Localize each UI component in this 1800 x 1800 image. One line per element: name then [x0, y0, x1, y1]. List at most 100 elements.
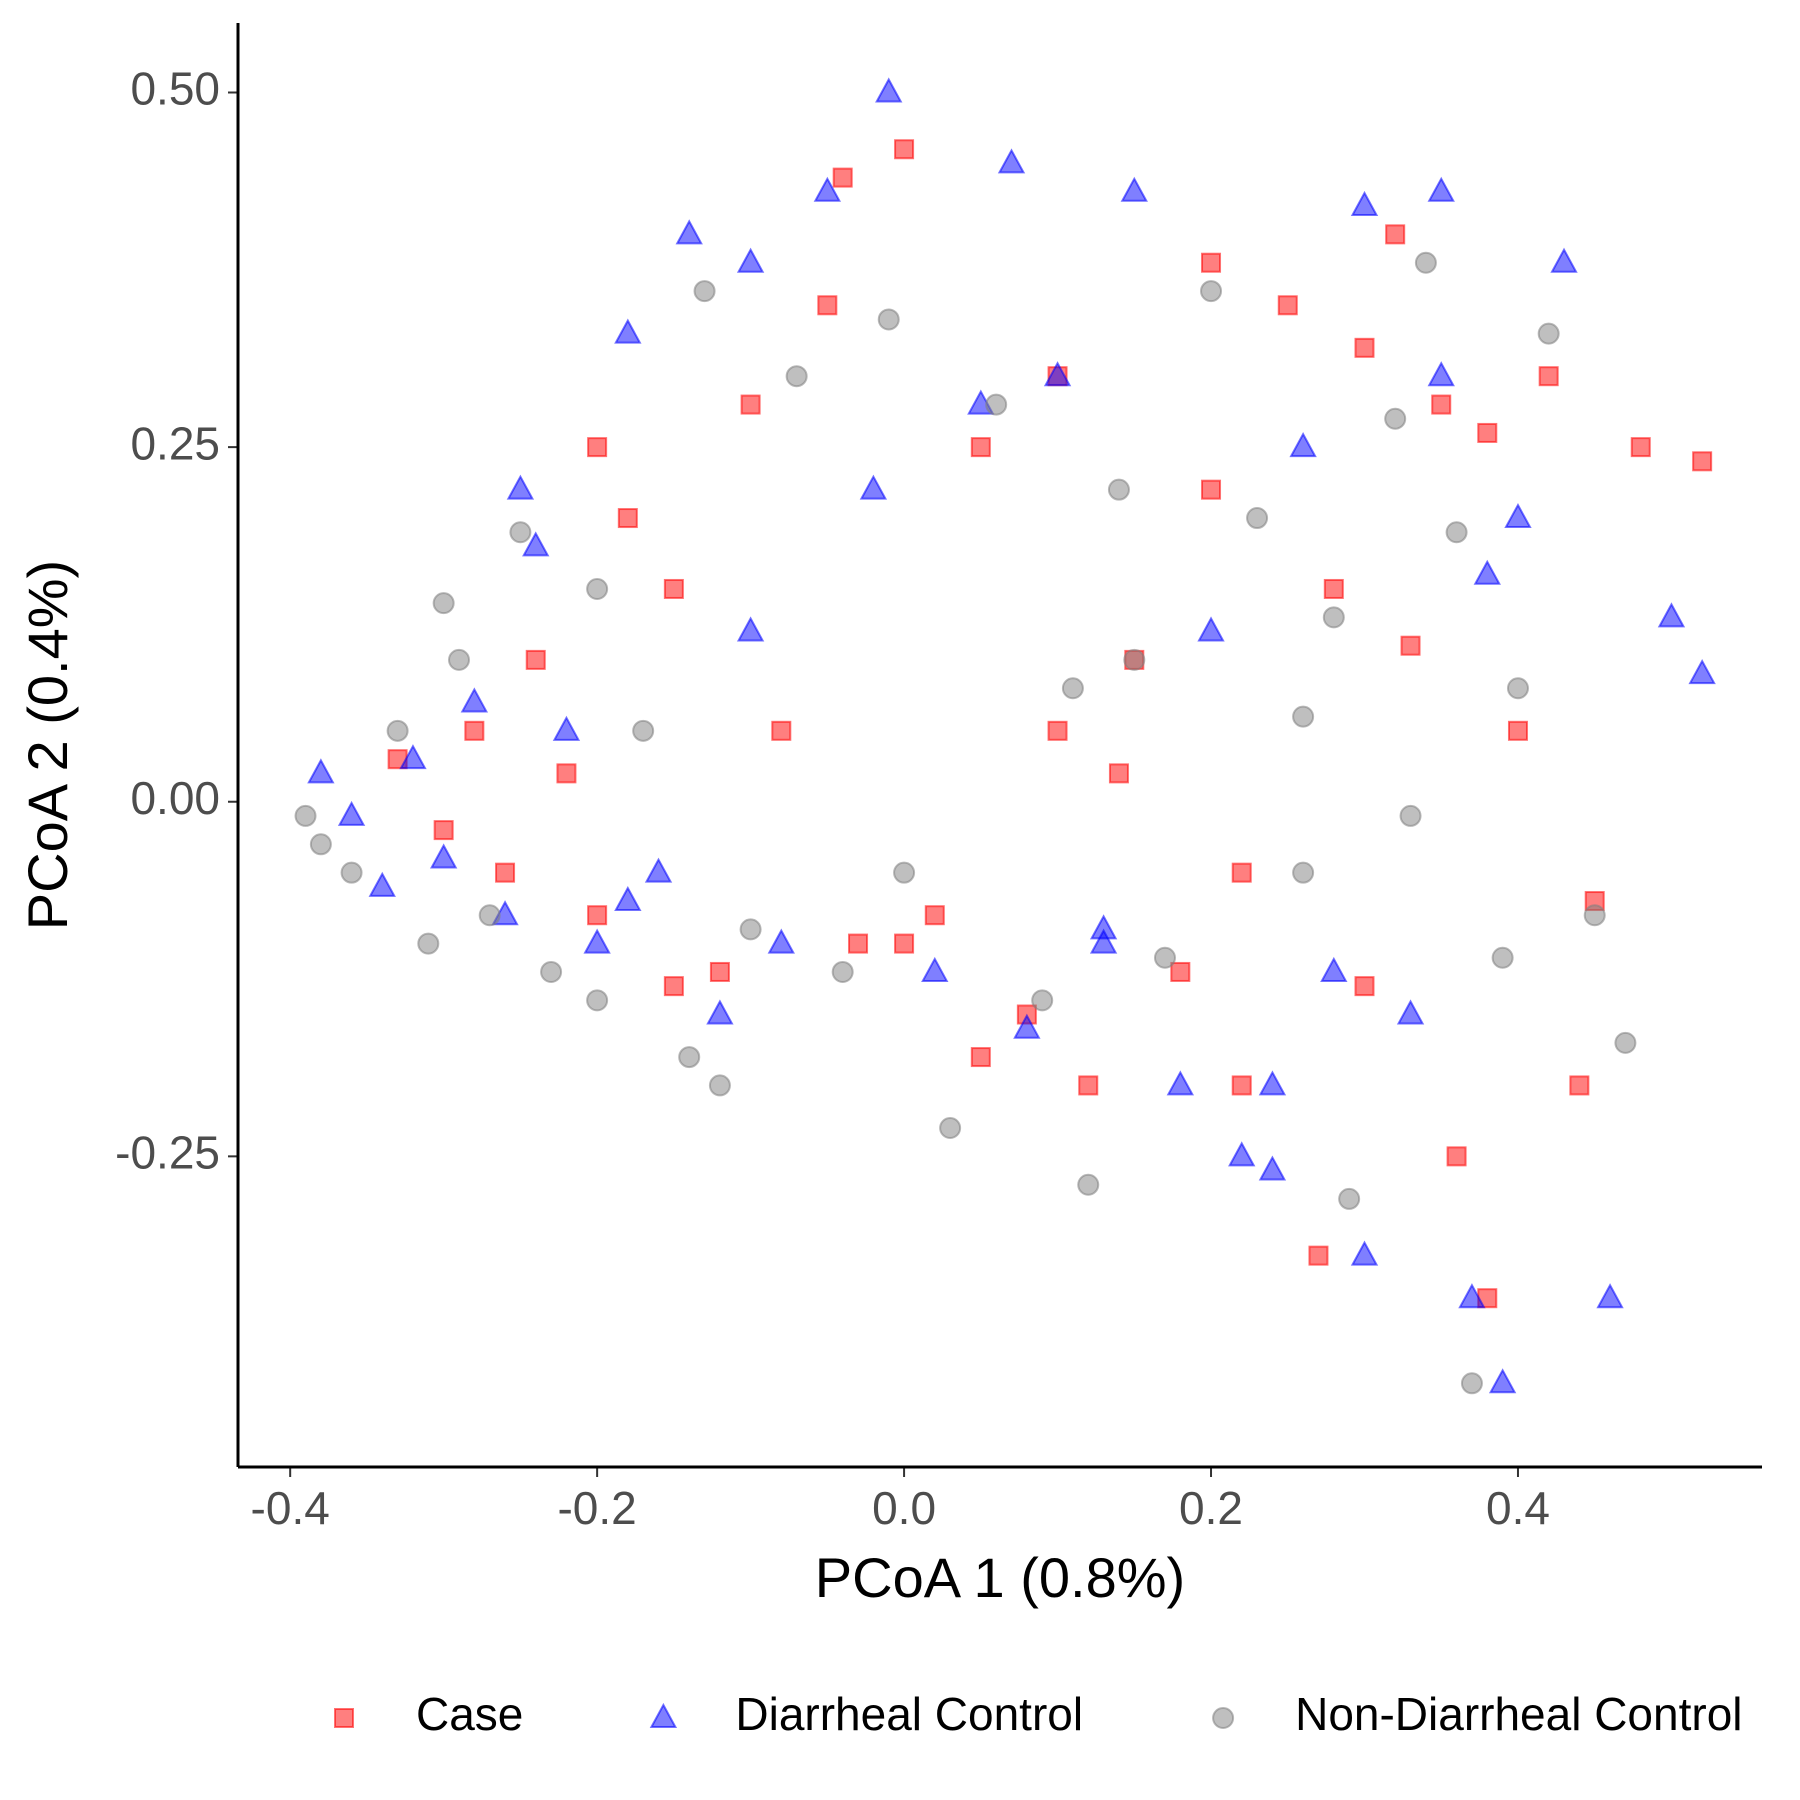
point	[614, 885, 642, 912]
point	[1477, 422, 1498, 443]
point	[1414, 251, 1437, 274]
point	[1396, 999, 1425, 1025]
point	[832, 167, 853, 188]
point	[1537, 322, 1560, 345]
point	[1322, 606, 1345, 629]
point	[1292, 705, 1315, 728]
point	[417, 932, 440, 955]
x-tick-label: -0.4	[251, 1482, 330, 1534]
point	[644, 857, 673, 883]
point	[1630, 437, 1651, 458]
point	[1089, 914, 1118, 940]
point	[693, 280, 716, 303]
legend-symbol	[334, 1708, 354, 1728]
point	[552, 715, 581, 741]
point	[1488, 1368, 1517, 1394]
point	[675, 219, 703, 245]
point	[1427, 361, 1455, 387]
point	[525, 649, 546, 670]
point	[1107, 478, 1130, 501]
point	[309, 833, 332, 856]
point	[1077, 1173, 1100, 1196]
point	[831, 960, 854, 983]
point	[495, 862, 516, 883]
legend-symbol	[649, 1702, 678, 1728]
point	[1031, 989, 1054, 1012]
point	[1043, 361, 1072, 387]
legend-symbol	[1212, 1707, 1235, 1729]
x-tick-label: 0.0	[872, 1482, 936, 1534]
point	[1692, 451, 1713, 472]
y-axis-title: PCoA 2 (0.4%)	[16, 560, 79, 930]
legend-label: Diarrheal Control	[735, 1688, 1083, 1740]
point	[1231, 1075, 1252, 1096]
point	[509, 521, 532, 544]
point	[464, 720, 485, 741]
legend-label: Case	[416, 1688, 523, 1740]
x-tick-label: 0.4	[1486, 1482, 1550, 1534]
point	[706, 999, 734, 1025]
point	[663, 976, 684, 997]
point	[460, 687, 489, 713]
point	[1061, 677, 1084, 700]
point	[1277, 295, 1298, 316]
point	[433, 820, 454, 841]
point	[1320, 956, 1348, 982]
point	[739, 918, 762, 941]
point	[1108, 763, 1129, 784]
point	[893, 861, 916, 884]
point	[1289, 432, 1317, 458]
point	[556, 763, 577, 784]
point	[894, 139, 915, 160]
point	[506, 474, 535, 500]
point	[1491, 946, 1514, 969]
point	[1350, 190, 1379, 216]
point	[785, 365, 808, 388]
point	[1385, 224, 1406, 245]
point	[678, 1046, 701, 1069]
point	[583, 928, 611, 954]
point	[1323, 578, 1344, 599]
point	[1201, 252, 1222, 273]
point	[1399, 804, 1422, 827]
point	[877, 308, 900, 331]
point	[1596, 1283, 1624, 1309]
point	[399, 744, 427, 770]
point	[587, 437, 608, 458]
point	[1166, 1070, 1195, 1096]
point	[337, 800, 366, 826]
point	[1258, 1070, 1287, 1096]
point	[340, 861, 363, 884]
point	[478, 904, 501, 927]
point	[1507, 720, 1528, 741]
point	[448, 648, 471, 671]
point	[1446, 1146, 1467, 1167]
point	[736, 616, 765, 642]
point	[1614, 1031, 1637, 1054]
point	[614, 318, 642, 344]
point	[939, 1116, 962, 1139]
y-tick-label: 0.50	[130, 63, 220, 115]
point	[586, 577, 609, 600]
point	[1200, 280, 1223, 303]
point	[663, 578, 684, 599]
point	[307, 758, 335, 784]
point	[586, 989, 609, 1012]
point	[368, 871, 396, 897]
point	[1569, 1075, 1590, 1096]
x-axis-title: PCoA 1 (0.8%)	[815, 1546, 1185, 1609]
point	[970, 437, 991, 458]
point	[1258, 1155, 1287, 1181]
point	[1308, 1245, 1329, 1266]
point	[740, 394, 761, 415]
point	[1231, 862, 1252, 883]
point	[1228, 1141, 1256, 1167]
point	[294, 804, 317, 827]
point	[1506, 677, 1529, 700]
point	[429, 843, 458, 869]
point	[817, 295, 838, 316]
point	[432, 592, 455, 615]
point	[1400, 635, 1421, 656]
point	[1538, 366, 1559, 387]
point	[894, 933, 915, 954]
